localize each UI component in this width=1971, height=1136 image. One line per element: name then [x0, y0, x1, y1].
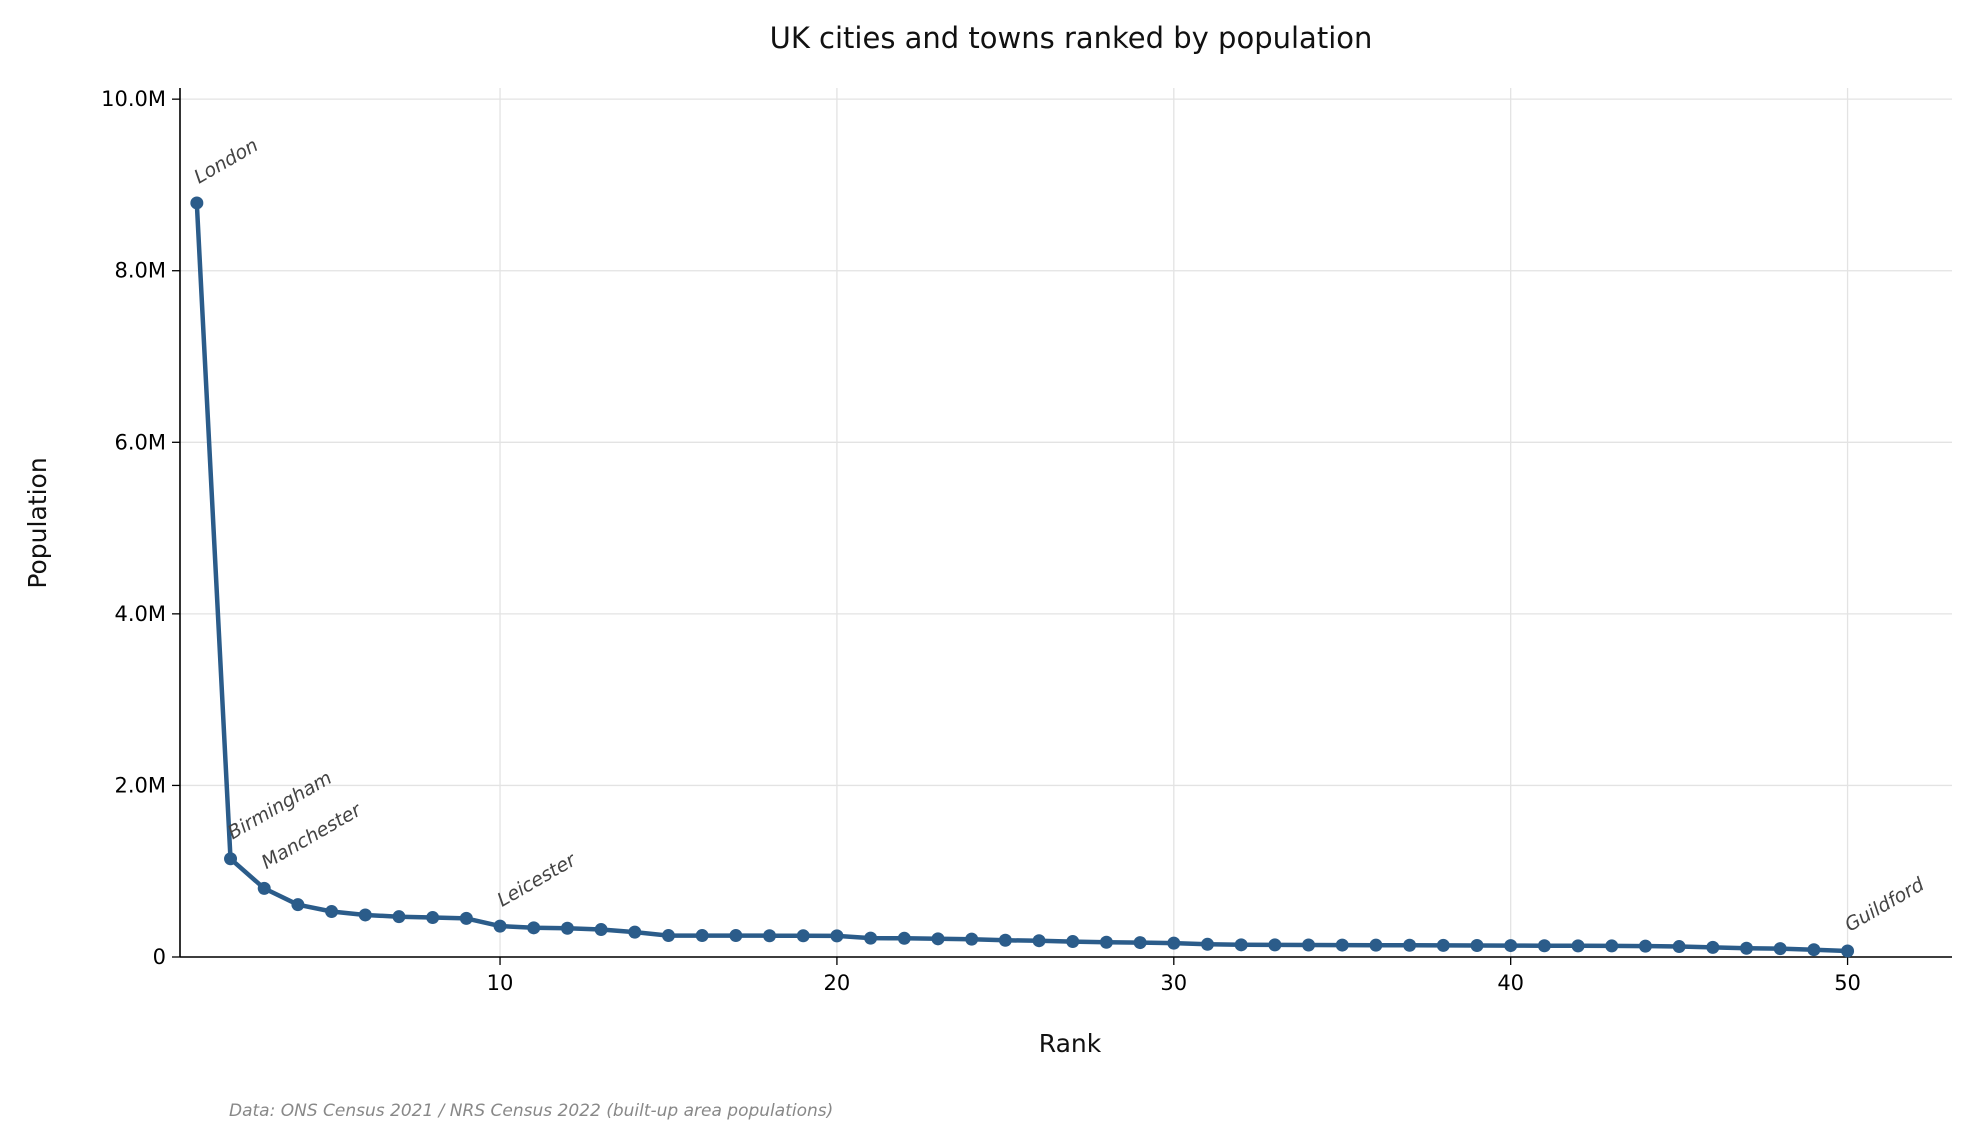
data-point — [426, 911, 440, 925]
y-tick-label: 8.0M — [114, 259, 166, 283]
data-point — [1504, 939, 1518, 953]
data-point — [1470, 939, 1484, 953]
data-point — [763, 929, 777, 943]
x-tick-label: 20 — [824, 971, 851, 995]
data-point — [325, 905, 339, 919]
data-point — [560, 921, 574, 935]
annotation-label: Leicester — [494, 849, 581, 912]
data-point — [830, 929, 844, 943]
chart-title: UK cities and towns ranked by population — [770, 21, 1373, 55]
data-point — [965, 932, 979, 946]
annotation-label: London — [190, 134, 262, 188]
x-tick-label: 50 — [1834, 971, 1861, 995]
data-point — [459, 911, 473, 925]
y-tick-label: 10.0M — [101, 87, 166, 111]
data-point — [257, 881, 271, 895]
data-point — [1268, 938, 1282, 952]
grid — [180, 88, 1952, 958]
data-point — [1706, 940, 1720, 954]
data-point — [1672, 940, 1686, 954]
data-point — [1537, 939, 1551, 953]
data-point — [527, 921, 541, 935]
data-point — [1807, 943, 1821, 957]
data-point — [190, 196, 204, 210]
data-point — [1200, 937, 1214, 951]
data-point — [1740, 941, 1754, 955]
data-point — [1773, 942, 1787, 956]
data-point — [493, 919, 507, 933]
y-tick-label: 6.0M — [114, 430, 166, 454]
data-point — [1571, 939, 1585, 953]
x-tick-label: 30 — [1160, 971, 1187, 995]
data-point — [1234, 938, 1248, 952]
data-point — [1099, 935, 1113, 949]
data-point — [291, 898, 305, 912]
y-tick-label: 2.0M — [114, 773, 166, 797]
data-point — [628, 925, 642, 939]
data-point — [796, 929, 810, 943]
data-point — [1133, 936, 1147, 950]
data-point — [1436, 938, 1450, 952]
x-tick-label: 40 — [1497, 971, 1524, 995]
data-point — [1638, 939, 1652, 953]
y-tick-label: 0 — [153, 945, 166, 969]
data-point — [864, 931, 878, 945]
x-tick-label: 10 — [487, 971, 514, 995]
x-axis-label: Rank — [1039, 1029, 1102, 1058]
data-point — [1066, 935, 1080, 949]
data-point — [1167, 936, 1181, 950]
data-point — [998, 933, 1012, 947]
data-point — [594, 923, 608, 937]
data-point — [729, 929, 743, 943]
source-note: Data: ONS Census 2021 / NRS Census 2022 … — [229, 1101, 833, 1121]
data-point — [1403, 938, 1417, 952]
data-point — [1302, 938, 1316, 952]
data-point — [897, 931, 911, 945]
data-point — [358, 908, 372, 922]
y-axis-label: Population — [23, 457, 52, 588]
data-point — [1369, 938, 1383, 952]
population-line — [194, 202, 1848, 954]
data-point — [695, 929, 709, 943]
y-tick-label: 4.0M — [114, 602, 166, 626]
data-point — [1335, 938, 1349, 952]
data-point — [1032, 934, 1046, 948]
data-point — [931, 932, 945, 946]
data-point — [1605, 939, 1619, 953]
data-point — [661, 929, 675, 943]
series-line — [190, 196, 1855, 958]
data-point — [392, 910, 406, 924]
data-point — [1841, 944, 1855, 958]
annotation-label: Guildford — [1841, 873, 1929, 936]
axes: 10 20 30 40 50 0 2.0M 4.0M 6.0M 8.0M 10.0M — [101, 87, 1952, 995]
data-point — [224, 852, 238, 866]
